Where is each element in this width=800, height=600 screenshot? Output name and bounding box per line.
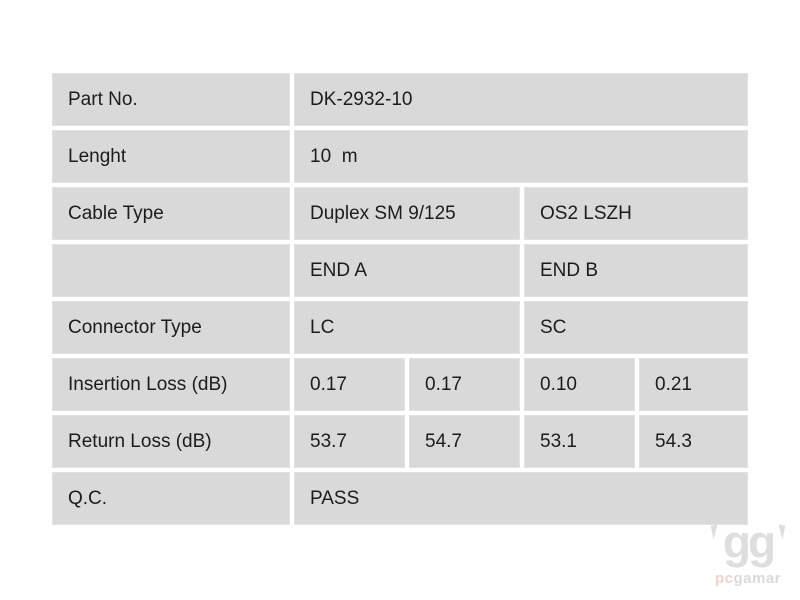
insertion-loss-a2: 0.17	[409, 358, 520, 411]
connector-type-end-b: SC	[524, 301, 748, 354]
brand-text-gamar: gamar	[733, 570, 782, 587]
insertion-loss-b1: 0.10	[524, 358, 635, 411]
owl-gg-icon: gg	[704, 519, 792, 569]
row-label-cable-type: Cable Type	[52, 187, 290, 240]
row-label-connector-type: Connector Type	[52, 301, 290, 354]
cable-type-value-1: Duplex SM 9/125	[294, 187, 520, 240]
return-loss-a2: 54.7	[409, 415, 520, 468]
watermark-logo: gg pcgamar	[704, 519, 792, 586]
end-a-header: END A	[294, 244, 520, 297]
connector-type-end-a: LC	[294, 301, 520, 354]
end-b-header: END B	[524, 244, 748, 297]
brand-text-pc: pc	[714, 570, 734, 587]
length-value: 10 m	[294, 130, 748, 183]
insertion-loss-a1: 0.17	[294, 358, 405, 411]
gg-logo-text: gg	[722, 516, 776, 568]
spec-table: Part No. DK-2932-10 Lenght 10 m Cable Ty…	[52, 73, 748, 525]
brand-text: pcgamar	[704, 571, 792, 586]
row-label-empty	[52, 244, 290, 297]
row-label-length: Lenght	[52, 130, 290, 183]
row-label-return-loss: Return Loss (dB)	[52, 415, 290, 468]
return-loss-b1: 53.1	[524, 415, 635, 468]
row-label-insertion-loss: Insertion Loss (dB)	[52, 358, 290, 411]
insertion-loss-b2: 0.21	[639, 358, 748, 411]
return-loss-a1: 53.7	[294, 415, 405, 468]
cable-type-value-2: OS2 LSZH	[524, 187, 748, 240]
return-loss-b2: 54.3	[639, 415, 748, 468]
part-no-value: DK-2932-10	[294, 73, 748, 126]
row-label-qc: Q.C.	[52, 472, 290, 525]
row-label-part-no: Part No.	[52, 73, 290, 126]
qc-value: PASS	[294, 472, 748, 525]
